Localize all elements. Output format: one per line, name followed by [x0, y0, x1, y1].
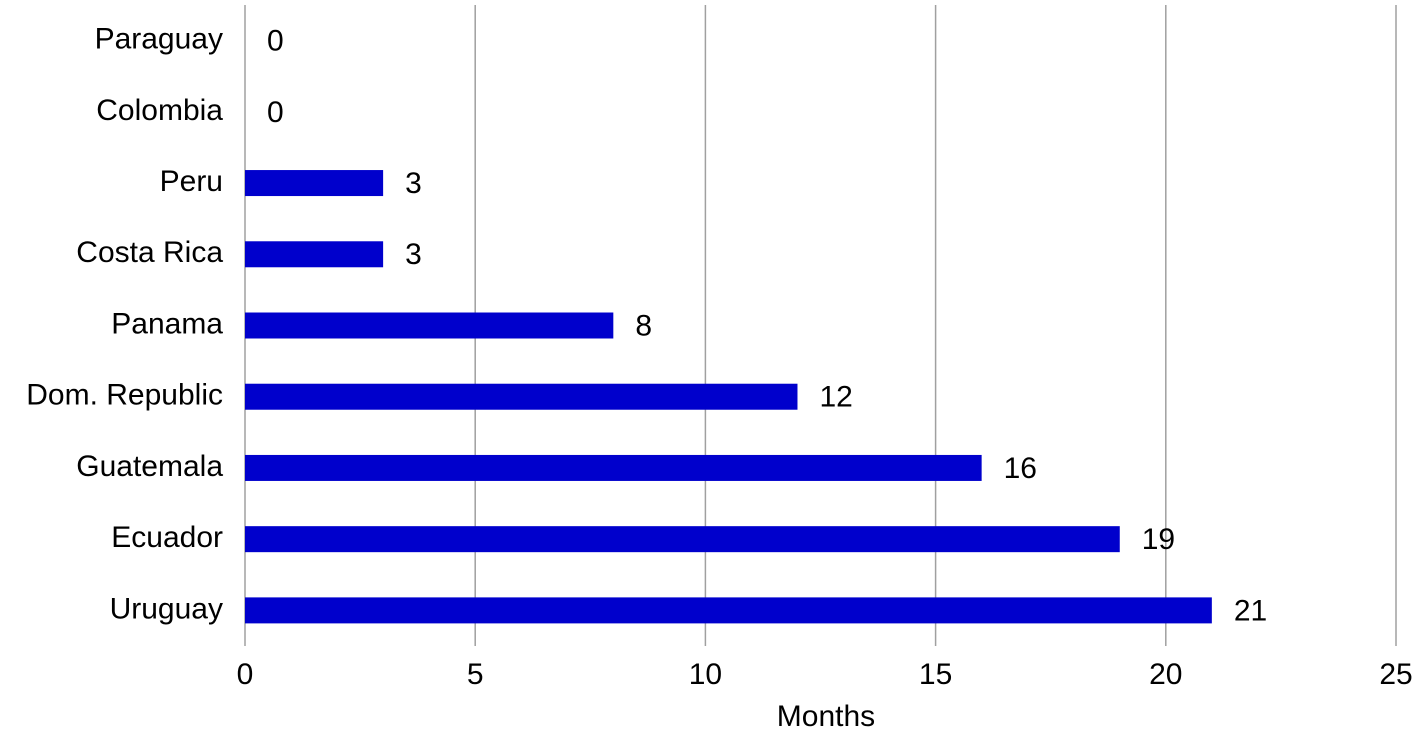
y-tick-label: Ecuador	[111, 521, 223, 554]
x-axis-title: Months	[777, 700, 875, 733]
y-tick-label: Panama	[111, 307, 223, 340]
y-tick-label: Dom. Republic	[26, 379, 223, 412]
y-tick-label: Peru	[160, 165, 223, 198]
data-label: 16	[1004, 452, 1037, 485]
x-tick-label: 0	[237, 658, 254, 691]
bar	[245, 312, 614, 339]
data-label: 0	[267, 96, 284, 129]
bar	[245, 383, 798, 410]
y-tick-label: Costa Rica	[76, 236, 223, 269]
bar	[245, 454, 982, 481]
bar	[245, 597, 1212, 624]
x-tick-label: 5	[467, 658, 484, 691]
x-tick-label: 15	[919, 658, 952, 691]
data-label: 19	[1142, 523, 1175, 556]
y-tick-label: Paraguay	[95, 23, 223, 56]
bar	[245, 241, 384, 268]
y-tick-label: Colombia	[96, 94, 223, 127]
data-label: 8	[635, 309, 652, 342]
x-tick-label: 25	[1379, 658, 1412, 691]
bar	[245, 526, 1120, 553]
bar	[245, 170, 384, 197]
data-label: 3	[405, 238, 422, 271]
y-tick-label: Guatemala	[76, 450, 223, 483]
data-label: 0	[267, 25, 284, 58]
data-label: 12	[819, 381, 852, 414]
y-tick-label: Uruguay	[110, 592, 223, 625]
x-tick-label: 10	[689, 658, 722, 691]
data-label: 3	[405, 167, 422, 200]
x-tick-label: 20	[1149, 658, 1182, 691]
data-label: 21	[1234, 594, 1267, 627]
